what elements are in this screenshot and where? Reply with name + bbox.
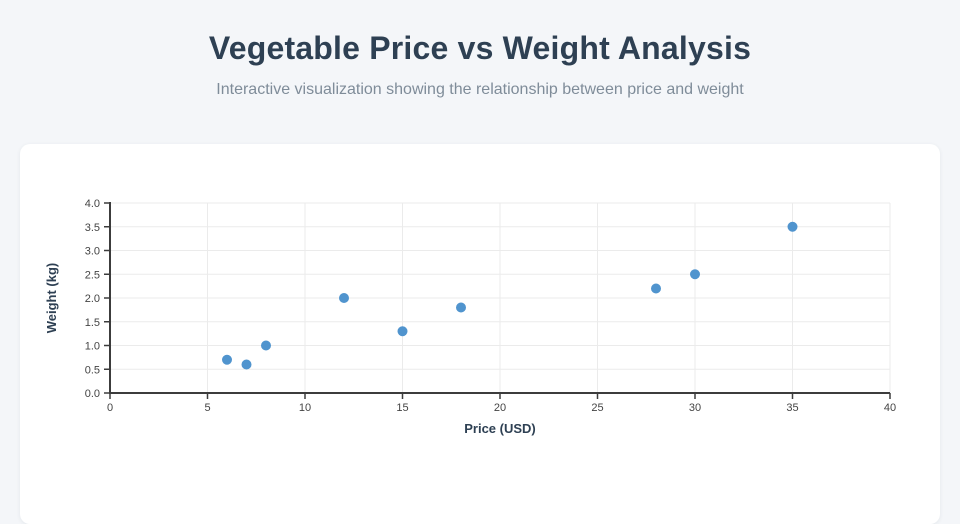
y-tick-label: 0.5	[85, 364, 100, 376]
data-point[interactable]	[690, 269, 700, 280]
x-tick-label: 0	[107, 402, 113, 414]
x-tick-label: 5	[204, 402, 210, 414]
data-point[interactable]	[241, 359, 252, 370]
y-tick-label: 4.0	[85, 198, 100, 210]
page-title: Vegetable Price vs Weight Analysis	[208, 30, 752, 66]
y-tick-label: 2.5	[85, 269, 100, 281]
y-tick-label: 1.0	[85, 341, 100, 353]
data-point[interactable]	[339, 293, 349, 303]
x-axis-label: Price (USD)	[464, 421, 536, 436]
y-tick-label: 2.0	[85, 293, 100, 305]
x-tick-label: 30	[689, 402, 701, 414]
y-axis-label: Weight (kg)	[44, 263, 59, 334]
data-point[interactable]	[787, 221, 798, 232]
data-point[interactable]	[651, 283, 661, 294]
y-tick-label: 0.0	[85, 388, 100, 400]
y-tick-label: 1.5	[85, 317, 100, 329]
x-tick-label: 25	[591, 402, 603, 414]
data-point[interactable]	[456, 302, 466, 313]
page-subtitle: Interactive visualization showing the re…	[216, 81, 744, 98]
data-point[interactable]	[397, 326, 408, 337]
data-point[interactable]	[261, 340, 271, 351]
data-point[interactable]	[222, 354, 232, 365]
x-tick-label: 15	[396, 402, 408, 414]
x-tick-label: 40	[884, 402, 896, 414]
y-tick-label: 3.0	[85, 246, 100, 258]
y-tick-label: 3.5	[85, 222, 100, 234]
x-tick-label: 35	[786, 402, 798, 414]
scatter-plot: 0 5 10 15 20 25 30 35 40 0.0 0.5 1.0 1.5 2.0 2.5 3.0 3.5…	[44, 198, 896, 436]
chart-card: 0 5 10 15 20 25 30 35 40 0.0 0.5 1.0 1.5 2.0 2.5 3.0 3.5…	[20, 144, 940, 524]
header: Vegetable Price vs Weight Analysis Inter…	[0, 0, 960, 99]
x-tick-label: 10	[299, 402, 311, 414]
x-tick-label: 20	[494, 402, 506, 414]
